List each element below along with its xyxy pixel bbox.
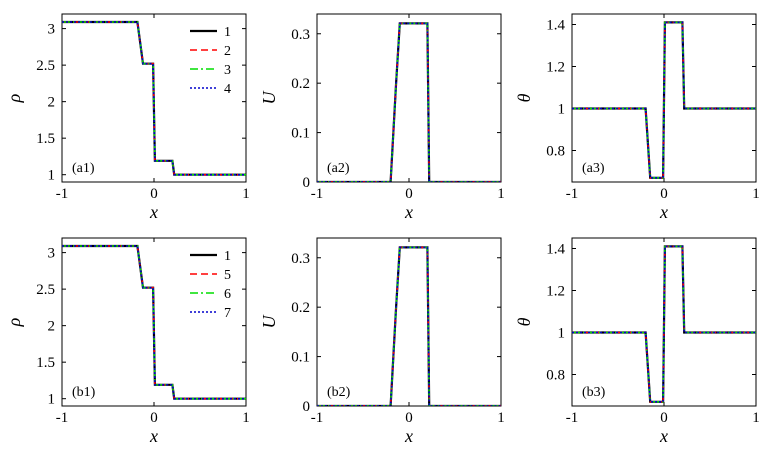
y-axis-label: U <box>259 91 279 105</box>
chart-panel-3: -1 0 1 0.8 1 1.2 1.4 x θ (a3) <box>514 13 760 222</box>
y-tick-label: 0.2 <box>291 76 310 92</box>
legend-label: 6 <box>224 287 231 302</box>
series-line-1 <box>317 246 501 406</box>
series-line-3 <box>317 246 501 406</box>
legend-label: 2 <box>224 44 231 59</box>
y-axis-label: ρ <box>4 93 24 103</box>
x-tick-label: 0 <box>405 410 413 426</box>
y-tick-label: 0.8 <box>546 144 565 160</box>
series-line-2 <box>317 22 501 182</box>
series-line-4 <box>62 21 246 176</box>
series-line-4 <box>317 246 501 406</box>
y-tick-label: 0.1 <box>291 350 310 366</box>
x-tick-label: -1 <box>566 186 579 202</box>
x-tick-label: 0 <box>405 186 413 202</box>
legend-label: 1 <box>224 249 231 264</box>
y-tick-label: 1 <box>558 102 566 118</box>
panel-label: (a3) <box>582 161 605 176</box>
x-axis-label: x <box>404 426 413 446</box>
legend-label: 1 <box>224 25 231 40</box>
x-axis-label: x <box>404 202 413 222</box>
y-tick-label: 0.3 <box>291 27 310 43</box>
legend: 1 2 3 4 <box>190 25 231 97</box>
y-tick-label: 0.2 <box>291 300 310 316</box>
x-tick-label: 1 <box>752 410 760 426</box>
x-tick-label: 0 <box>150 410 158 426</box>
y-axis-label: θ <box>514 93 534 102</box>
panel-label: (b2) <box>327 385 351 400</box>
legend-label: 5 <box>224 268 231 283</box>
panel-label: (a1) <box>72 161 95 176</box>
x-tick-label: 0 <box>660 410 668 426</box>
series-line-1 <box>317 22 501 182</box>
series-line-4 <box>317 22 501 182</box>
y-tick-label: 1 <box>48 168 56 184</box>
x-axis-label: x <box>659 426 668 446</box>
y-tick-label: 3 <box>48 22 56 38</box>
y-tick-label: 0.3 <box>291 251 310 267</box>
x-tick-label: 0 <box>660 186 668 202</box>
legend-label: 4 <box>224 82 231 97</box>
y-tick-label: 1 <box>558 326 566 342</box>
series-line-3 <box>317 22 501 182</box>
panel-label: (b1) <box>72 385 96 400</box>
chart-panel-1: -1 0 1 1 1.5 2 2.5 3 x ρ (a1) 1 2 3 4 <box>4 13 250 222</box>
panel-label: (b3) <box>582 385 606 400</box>
axes-box <box>316 13 502 183</box>
y-tick-label: 1.5 <box>36 131 55 147</box>
x-tick-label: -1 <box>56 186 69 202</box>
chart-panel-2: -1 0 100.10.20.3xU(a2) <box>259 13 505 222</box>
x-tick-label: -1 <box>311 410 324 426</box>
chart-panel-5: -1 0 100.10.20.3xU(b2) <box>259 237 505 446</box>
x-tick-label: -1 <box>566 410 579 426</box>
series-line-6 <box>62 245 246 400</box>
x-tick-label: 0 <box>150 186 158 202</box>
y-tick-label: 0.8 <box>546 368 565 384</box>
axes-box <box>316 237 502 407</box>
x-axis-label: x <box>149 426 158 446</box>
y-tick-label: 1.5 <box>36 355 55 371</box>
y-tick-label: 2.5 <box>36 58 55 74</box>
y-axis-label: θ <box>514 317 534 326</box>
x-tick-label: 1 <box>752 186 760 202</box>
x-tick-label: -1 <box>311 186 324 202</box>
series-line-2 <box>317 246 501 406</box>
y-tick-label: 2.5 <box>36 282 55 298</box>
legend-label: 7 <box>224 306 231 321</box>
y-tick-label: 1.2 <box>546 60 565 76</box>
y-tick-label: 0.1 <box>291 126 310 142</box>
series-line-4 <box>572 21 756 179</box>
y-axis-label: ρ <box>4 317 24 327</box>
legend-label: 3 <box>224 63 231 78</box>
y-tick-label: 0 <box>303 399 311 415</box>
x-tick-label: 1 <box>497 186 505 202</box>
y-axis-label: U <box>259 315 279 329</box>
y-tick-label: 2 <box>48 95 56 111</box>
y-tick-label: 3 <box>48 246 56 262</box>
series-line-4 <box>572 245 756 403</box>
x-axis-label: x <box>149 202 158 222</box>
y-tick-label: 2 <box>48 319 56 335</box>
y-tick-label: 1 <box>48 392 56 408</box>
series-line-3 <box>62 21 246 176</box>
x-tick-label: 1 <box>242 186 250 202</box>
x-tick-label: 1 <box>242 410 250 426</box>
x-tick-label: -1 <box>56 410 69 426</box>
panel-label: (a2) <box>327 161 350 176</box>
chart-panel-6: -1 0 1 0.8 1 1.2 1.4 x θ (b3) <box>514 237 760 446</box>
y-tick-label: 1.2 <box>546 284 565 300</box>
x-tick-label: 1 <box>497 410 505 426</box>
x-axis-label: x <box>659 202 668 222</box>
y-tick-label: 0 <box>303 175 311 191</box>
y-tick-label: 1.4 <box>546 242 565 258</box>
series-line-7 <box>62 245 246 400</box>
y-tick-label: 1.4 <box>546 18 565 34</box>
